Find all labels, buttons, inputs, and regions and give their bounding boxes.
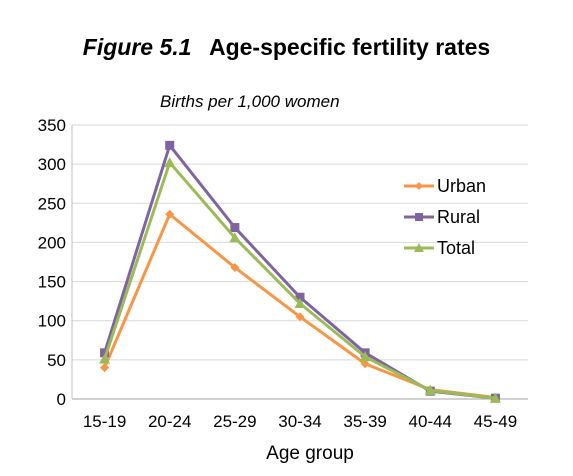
- chart-subtitle: Births per 1,000 women: [160, 92, 340, 111]
- data-point-rural-15-19: [100, 348, 110, 358]
- data-point-total-35-39: [359, 351, 371, 362]
- data-point-urban-15-19: [100, 363, 110, 373]
- legend-marker-rural: [415, 213, 423, 221]
- y-tick-label-50: 50: [47, 351, 66, 370]
- x-tick-label-40-44: 40-44: [409, 412, 452, 431]
- chart-title: Age-specific fertility rates: [208, 34, 491, 60]
- x-tick-label-15-19: 15-19: [83, 412, 126, 431]
- series-line-total: [103, 161, 496, 400]
- x-tick-label-35-39: 35-39: [343, 412, 386, 431]
- y-tick-label-250: 250: [38, 194, 66, 213]
- legend-label-total: Total: [437, 238, 475, 258]
- legend-marker-total: [414, 243, 424, 252]
- y-tick-label-300: 300: [38, 155, 66, 174]
- x-tick-label-20-24: 20-24: [148, 412, 191, 431]
- data-point-total-15-19: [99, 353, 111, 364]
- data-point-urban-30-34: [295, 312, 305, 322]
- y-tick-label-200: 200: [38, 233, 66, 252]
- x-tick-label-25-29: 25-29: [213, 412, 256, 431]
- data-point-urban-20-24: [165, 209, 175, 219]
- y-tick-label-0: 0: [57, 390, 66, 409]
- data-point-rural-25-29: [230, 223, 240, 233]
- y-tick-label-150: 150: [38, 273, 66, 292]
- legend-marker-urban: [415, 182, 423, 190]
- data-point-rural-20-24: [165, 140, 175, 150]
- legend-label-rural: Rural: [437, 207, 480, 227]
- figure-label: Figure 5.1: [82, 34, 192, 60]
- data-point-total-20-24: [164, 157, 176, 168]
- data-point-rural-30-34: [295, 292, 305, 302]
- y-tick-label-350: 350: [38, 116, 66, 135]
- x-axis-title: Age group: [266, 443, 354, 464]
- data-point-urban-25-29: [230, 262, 240, 272]
- chart-title-row: Figure 5.1 Age-specific fertility rates: [0, 34, 573, 61]
- data-point-total-45-49: [489, 392, 501, 403]
- data-point-total-25-29: [229, 232, 241, 243]
- legend-label-urban: Urban: [437, 176, 486, 196]
- x-tick-label-45-49: 45-49: [474, 412, 517, 431]
- data-point-total-40-44: [424, 384, 436, 395]
- data-point-total-30-34: [294, 297, 306, 308]
- y-tick-label-100: 100: [38, 312, 66, 331]
- x-tick-label-30-34: 30-34: [278, 412, 321, 431]
- data-point-urban-35-39: [360, 359, 370, 369]
